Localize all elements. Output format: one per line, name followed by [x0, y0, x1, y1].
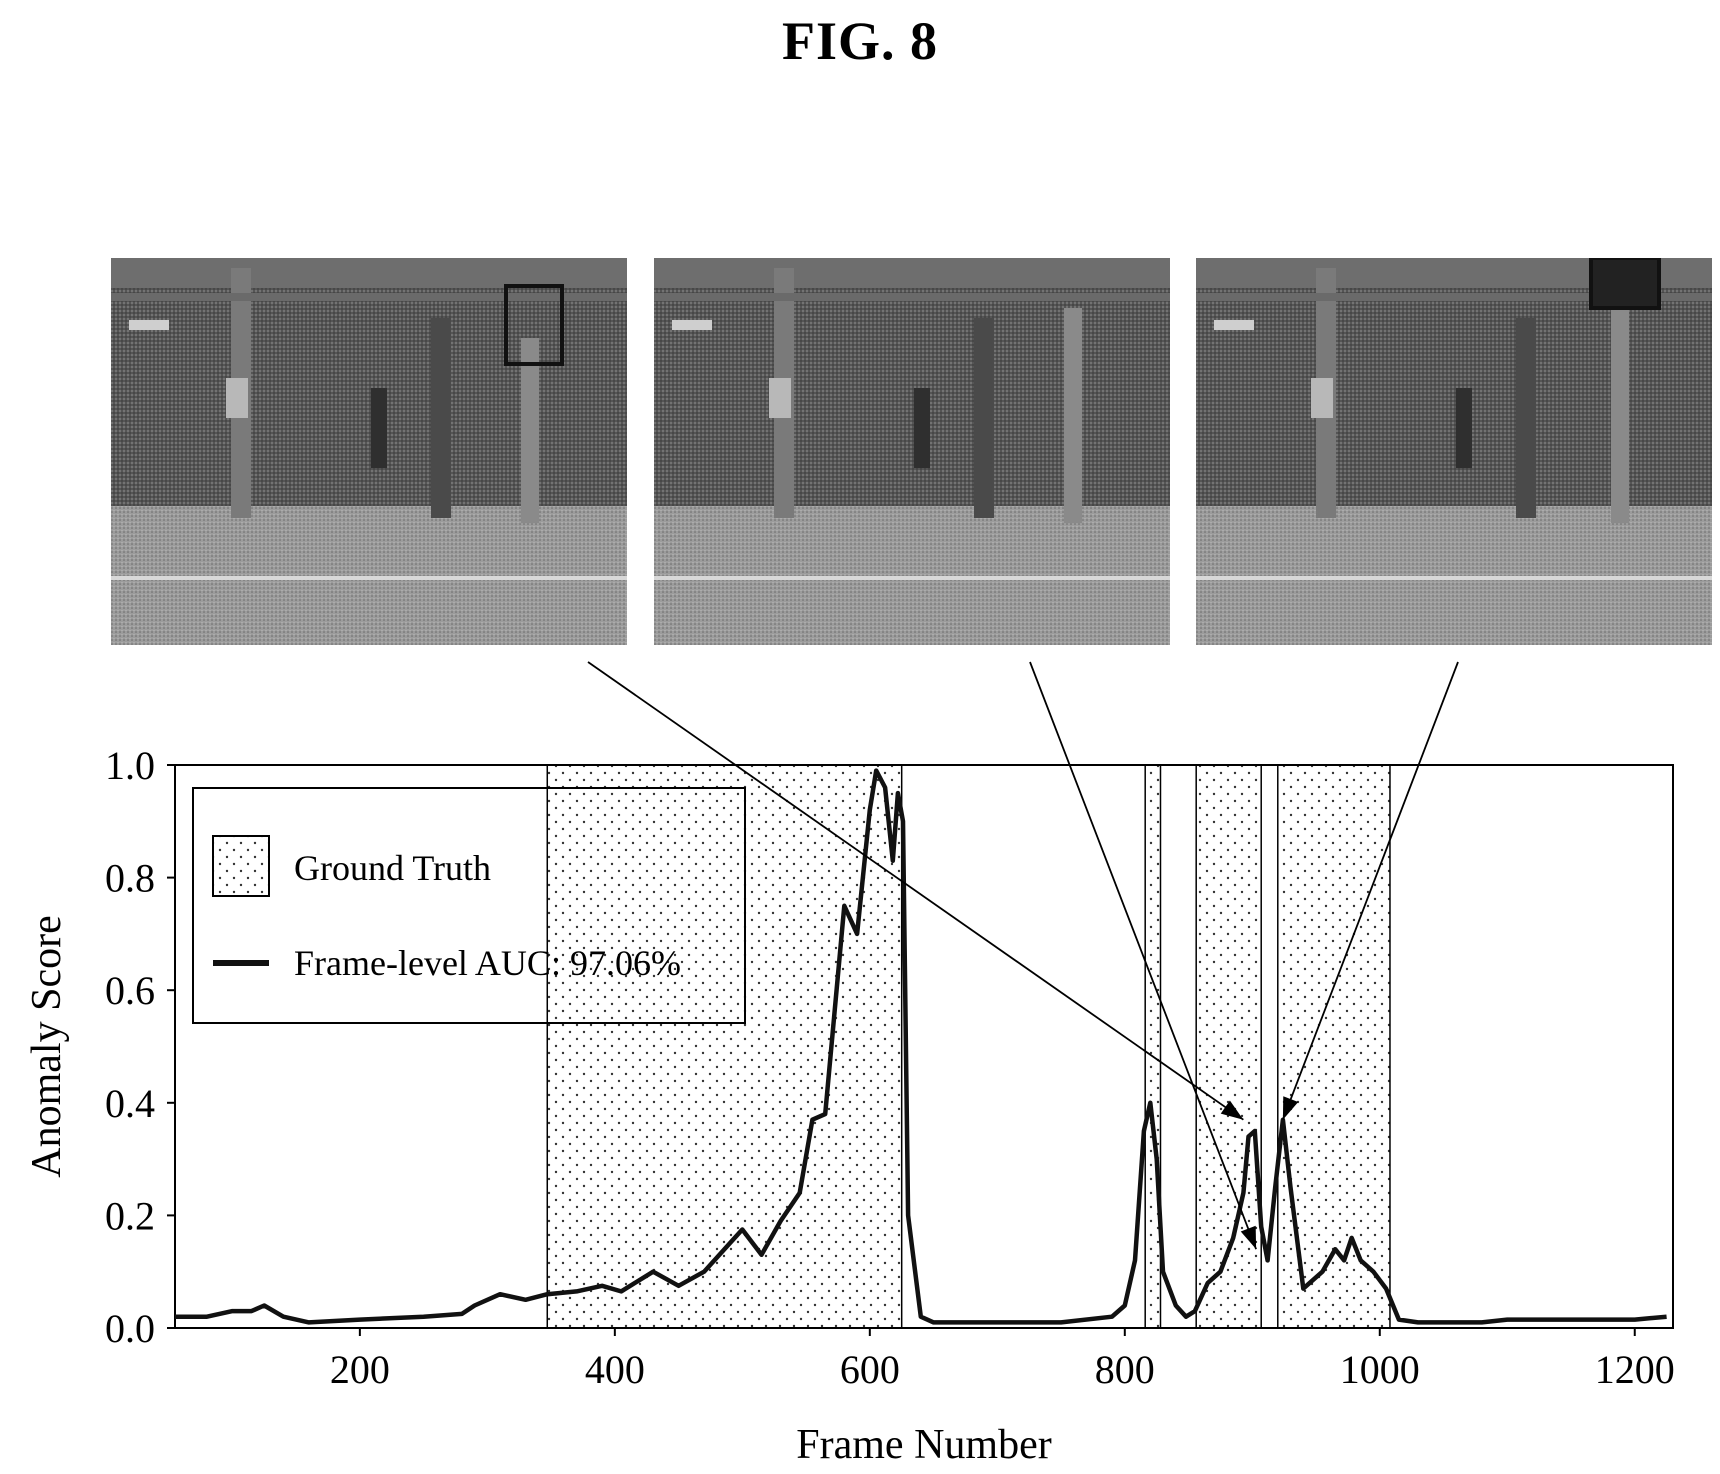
x-axis-title: Frame Number	[796, 1422, 1051, 1468]
frame-3-highlight-box	[1589, 258, 1661, 310]
y-tick-label: 0.2	[105, 1193, 155, 1238]
annotation-arrowhead-1	[1220, 1100, 1244, 1120]
frame-3-picture	[1196, 258, 1712, 645]
anomaly-score-line	[175, 768, 1667, 1325]
frame-2-picture	[654, 258, 1170, 645]
annotation-arrowhead-3	[1282, 1096, 1299, 1120]
figure-title: FIG. 8	[781, 11, 938, 71]
y-axis-title: Anomaly Score	[24, 915, 70, 1177]
score-line-layer	[175, 768, 1667, 1325]
axis-ticks: 200 400 600 800 1000 1200 0.0 0.2 0.4 0.6 0.8 1.0	[105, 743, 1675, 1392]
x-tick-label: 600	[840, 1347, 900, 1392]
x-tick-label: 1200	[1595, 1347, 1675, 1392]
y-tick-label: 0.6	[105, 968, 155, 1013]
video-frame-3	[1196, 258, 1712, 645]
y-tick-label: 0.8	[105, 856, 155, 901]
video-frame-2	[654, 258, 1170, 645]
y-tick-label: 0.4	[105, 1081, 155, 1126]
annotation-arrow-2	[1029, 661, 1257, 1250]
legend-swatch-ground-truth	[212, 835, 270, 897]
annotation-arrow-1	[587, 661, 1244, 1121]
annotation-arrowhead-2	[1240, 1225, 1257, 1250]
plot-border	[174, 764, 1674, 1329]
legend-label: Ground Truth	[294, 848, 491, 888]
ground-truth-region-4	[1277, 764, 1391, 1329]
annotation-arrows	[587, 661, 1459, 1250]
plot-frame	[174, 764, 1674, 1329]
legend: Ground Truth Frame-level AUC: 97.06%	[192, 787, 746, 1024]
ground-truth-region-2	[1144, 764, 1162, 1329]
x-tick-label: 200	[330, 1347, 390, 1392]
ground-truth-region-1	[546, 764, 903, 1329]
x-tick-label: 1000	[1340, 1347, 1420, 1392]
frame-1-picture	[111, 258, 627, 645]
x-tick-label: 800	[1095, 1347, 1155, 1392]
frame-1-highlight-box	[504, 284, 564, 366]
legend-label: Frame-level AUC: 97.06%	[294, 943, 681, 983]
legend-box	[192, 787, 746, 1024]
annotation-arrow-3	[1282, 661, 1459, 1121]
video-frame-1	[111, 258, 627, 645]
y-tick-label: 1.0	[105, 743, 155, 788]
x-tick-label: 400	[585, 1347, 645, 1392]
y-tick-label: 0.0	[105, 1306, 155, 1351]
